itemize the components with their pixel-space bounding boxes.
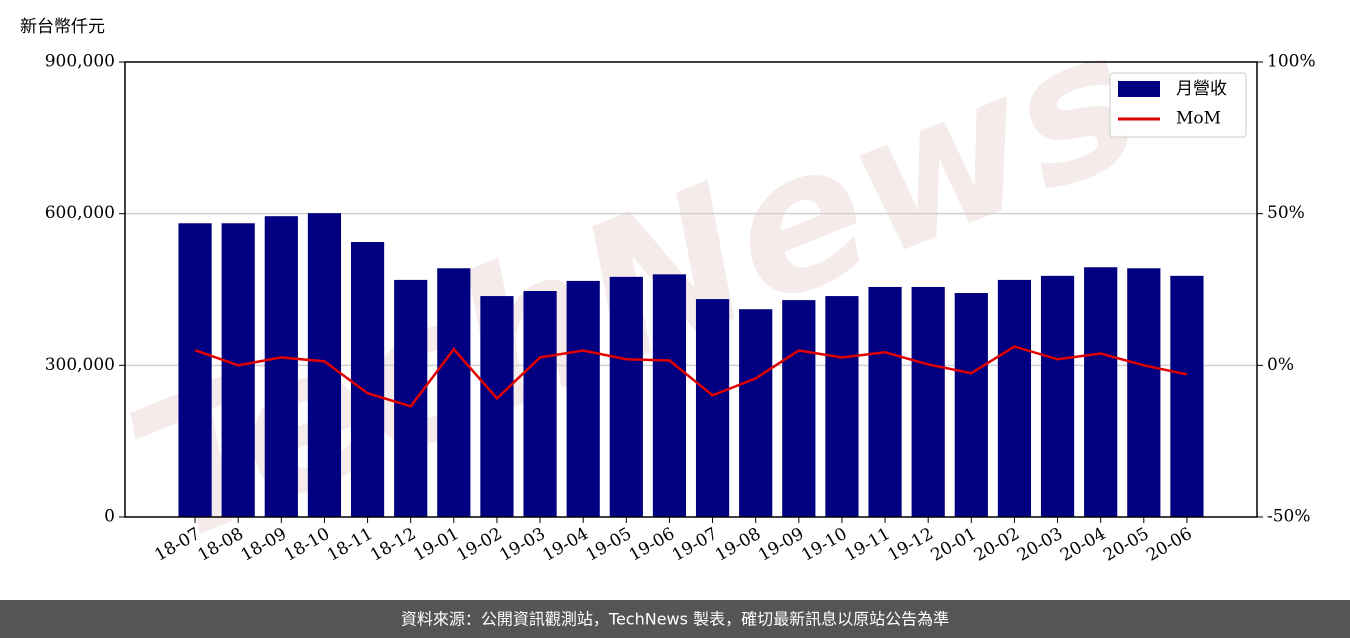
y-tick-label: 900,000 <box>45 52 115 72</box>
x-tick-label: 19-04 <box>539 524 591 566</box>
x-tick-label: 20-01 <box>928 524 980 566</box>
bar <box>566 280 600 517</box>
x-tick-label: 20-03 <box>1014 524 1066 566</box>
y2-tick-label: 0% <box>1267 355 1294 375</box>
y2-tick-label: 50% <box>1267 203 1305 223</box>
bar <box>480 296 514 517</box>
bar <box>954 293 988 517</box>
x-tick-label: 19-01 <box>410 524 462 566</box>
bar <box>1084 267 1118 517</box>
bar <box>264 216 298 517</box>
x-tick-label: 19-09 <box>755 524 807 566</box>
bar <box>825 296 859 517</box>
legend-label: 月營收 <box>1176 79 1227 99</box>
x-tick-label: 19-05 <box>583 524 635 566</box>
x-tick-label: 19-12 <box>884 524 936 566</box>
bar <box>868 286 902 517</box>
x-tick-label: 18-12 <box>367 524 419 566</box>
bar <box>1040 275 1075 517</box>
legend-swatch <box>1118 81 1160 97</box>
y-tick-label: 300,000 <box>45 355 115 375</box>
x-tick-label: 20-02 <box>971 524 1023 566</box>
bar <box>997 279 1032 517</box>
x-tick-label: 19-03 <box>496 524 548 566</box>
line <box>194 345 1188 408</box>
legend-label: MoM <box>1176 109 1221 129</box>
bar <box>739 309 773 517</box>
bar <box>652 274 687 517</box>
y2-tick-label: -50% <box>1267 507 1311 527</box>
y-tick-label: 0 <box>104 507 115 527</box>
y2-tick-label: 100% <box>1267 52 1316 72</box>
plot-frame <box>124 61 1258 518</box>
x-tick-label: 19-11 <box>841 524 893 566</box>
bar <box>437 268 471 517</box>
x-tick-label: 19-08 <box>712 524 764 566</box>
bar <box>1127 268 1161 517</box>
bar <box>523 291 557 517</box>
bar <box>1170 275 1204 517</box>
bar <box>221 223 255 517</box>
x-tick-label: 18-11 <box>324 524 376 566</box>
bar <box>394 279 428 517</box>
x-tick-label: 20-05 <box>1100 524 1152 566</box>
bar <box>609 276 643 517</box>
x-tick-label: 19-02 <box>453 524 505 566</box>
x-tick-label: 19-06 <box>626 524 678 566</box>
x-tick-label: 19-10 <box>798 524 850 566</box>
bar <box>307 213 342 517</box>
x-tick-label: 20-04 <box>1057 524 1109 566</box>
footer-bar <box>0 600 1350 638</box>
bar <box>695 299 730 517</box>
bar <box>178 223 212 517</box>
bar <box>782 300 816 517</box>
bar <box>911 286 945 517</box>
x-tick-label: 19-07 <box>669 524 721 566</box>
y-axis-unit: 新台幣仟元 <box>20 17 105 37</box>
source-note: 資料來源：公開資訊觀測站，TechNews 製表，確切最新訊息以原站公告為準 <box>401 610 949 629</box>
y-tick-label: 600,000 <box>45 203 115 223</box>
bar <box>350 241 385 517</box>
x-tick-label: 20-06 <box>1143 524 1195 566</box>
